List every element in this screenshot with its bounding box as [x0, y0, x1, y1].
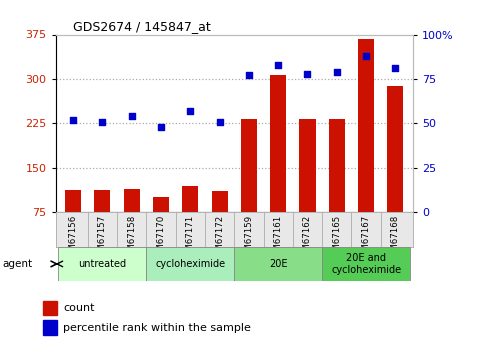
Bar — [322, 247, 410, 281]
Text: GSM67167: GSM67167 — [362, 215, 370, 262]
Bar — [124, 189, 140, 212]
Point — [186, 108, 194, 114]
Point — [392, 66, 399, 71]
Bar — [329, 119, 345, 212]
Bar — [43, 320, 57, 335]
Text: agent: agent — [2, 259, 32, 269]
Bar — [94, 190, 111, 212]
Bar — [358, 39, 374, 212]
Bar — [146, 247, 234, 281]
Text: GSM67172: GSM67172 — [215, 215, 224, 262]
Text: count: count — [63, 303, 95, 313]
Point — [362, 53, 370, 59]
Text: GSM67158: GSM67158 — [127, 215, 136, 262]
Text: 20E: 20E — [269, 259, 287, 269]
Text: GSM67156: GSM67156 — [69, 215, 78, 262]
Bar — [387, 86, 403, 212]
Bar — [241, 119, 257, 212]
Bar — [65, 190, 81, 212]
Bar — [212, 191, 227, 212]
Text: percentile rank within the sample: percentile rank within the sample — [63, 323, 251, 333]
Text: GSM67170: GSM67170 — [156, 215, 166, 262]
Text: GSM67162: GSM67162 — [303, 215, 312, 262]
Point — [245, 72, 253, 78]
Point — [216, 119, 224, 124]
Text: GSM67171: GSM67171 — [186, 215, 195, 262]
Text: cycloheximide: cycloheximide — [155, 259, 226, 269]
Point — [274, 62, 282, 68]
Text: 20E and
cycloheximide: 20E and cycloheximide — [331, 253, 401, 275]
Text: GSM67161: GSM67161 — [274, 215, 283, 262]
Point — [304, 71, 312, 76]
Point — [69, 117, 77, 122]
Text: GDS2674 / 145847_at: GDS2674 / 145847_at — [73, 20, 211, 33]
Point — [333, 69, 341, 75]
Text: GSM67159: GSM67159 — [244, 215, 254, 262]
Text: GSM67157: GSM67157 — [98, 215, 107, 262]
Bar — [182, 186, 199, 212]
Point — [157, 124, 165, 130]
Point — [128, 114, 136, 119]
Bar — [43, 301, 57, 315]
Bar — [58, 247, 146, 281]
Text: GSM67165: GSM67165 — [332, 215, 341, 262]
Bar — [299, 119, 315, 212]
Text: untreated: untreated — [78, 259, 127, 269]
Bar — [270, 75, 286, 212]
Bar — [153, 197, 169, 212]
Point — [99, 119, 106, 124]
Bar — [234, 247, 322, 281]
Text: GSM67168: GSM67168 — [391, 215, 400, 262]
